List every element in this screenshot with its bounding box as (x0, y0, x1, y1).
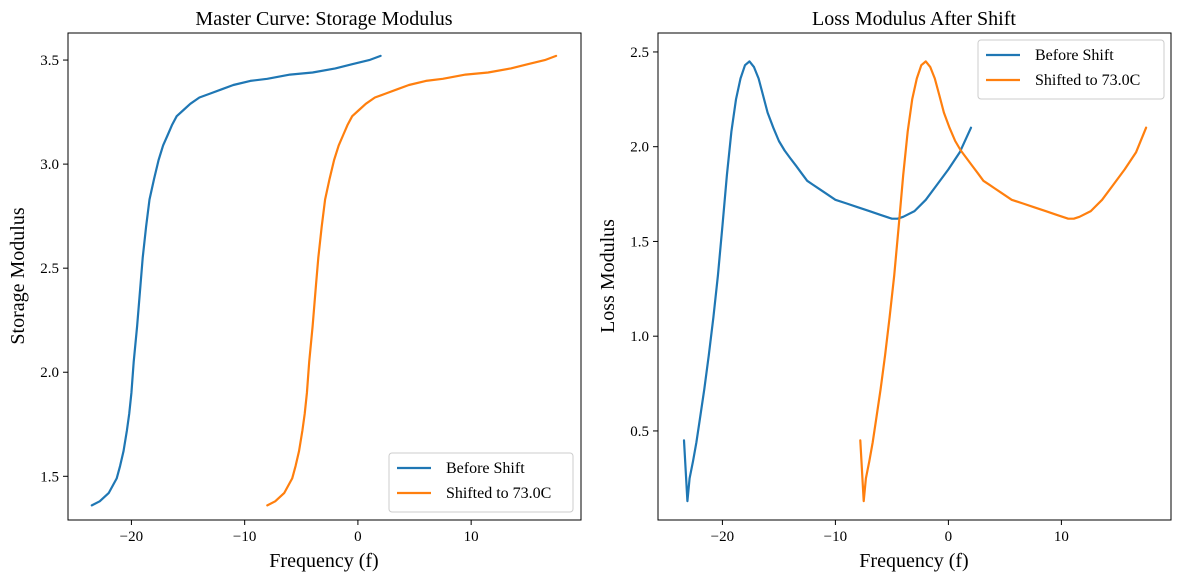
series-line-shifted (266, 54, 558, 507)
x-tick-label: 10 (1054, 529, 1069, 545)
axes-frame (657, 32, 1172, 521)
x-tick-label: −20 (711, 529, 734, 545)
legend: Before Shift Shifted to 73.0C (977, 39, 1165, 100)
y-axis-ticks: 1.5 2.0 2.5 3.0 3.5 (40, 53, 68, 485)
storage-modulus-chart: Master Curve: Storage Modulus Frequency … (7, 8, 582, 572)
loss-modulus-chart: Loss Modulus After Shift Frequency (f) L… (597, 8, 1172, 572)
series-line-before-shift (682, 60, 973, 503)
y-tick-label: 2.5 (40, 261, 59, 277)
axes-frame (67, 32, 582, 521)
legend-box (977, 39, 1165, 100)
x-tick-label: 0 (945, 529, 953, 545)
y-tick-label: 1.5 (40, 469, 59, 485)
y-tick-label: 0.5 (630, 424, 649, 440)
legend-label: Shifted to 73.0C (1035, 72, 1140, 89)
legend-label: Before Shift (446, 460, 525, 477)
legend-box (388, 452, 574, 513)
y-axis-label: Storage Modulus (7, 207, 29, 344)
y-tick-label: 2.0 (630, 140, 649, 156)
y-axis-label: Loss Modulus (597, 219, 619, 333)
chart-title: Loss Modulus After Shift (812, 8, 1016, 30)
x-axis-ticks: −20 −10 0 10 (711, 520, 1069, 545)
y-tick-label: 1.5 (630, 234, 649, 250)
x-axis-label: Frequency (f) (859, 550, 968, 572)
y-tick-label: 2.5 (630, 45, 649, 61)
series-line-shifted (859, 60, 1148, 503)
legend-label: Before Shift (1035, 47, 1114, 64)
legend-label: Shifted to 73.0C (446, 485, 551, 502)
chart-title: Master Curve: Storage Modulus (195, 8, 452, 30)
y-tick-label: 3.0 (40, 157, 59, 173)
y-tick-label: 2.0 (40, 365, 59, 381)
x-tick-label: 0 (354, 529, 362, 545)
x-tick-label: −10 (824, 529, 847, 545)
y-axis-ticks: 0.5 1.0 1.5 2.0 2.5 (630, 45, 658, 440)
x-tick-label: −10 (233, 529, 256, 545)
x-axis-label: Frequency (f) (269, 550, 378, 572)
legend: Before Shift Shifted to 73.0C (388, 452, 574, 513)
x-tick-label: −20 (120, 529, 143, 545)
y-tick-label: 3.5 (40, 53, 59, 69)
x-tick-label: 10 (464, 529, 479, 545)
y-tick-label: 1.0 (630, 329, 649, 345)
x-axis-ticks: −20 −10 0 10 (120, 520, 479, 545)
series-line-before-shift (90, 54, 382, 507)
series-layer (90, 54, 558, 507)
series-layer (682, 60, 1148, 503)
